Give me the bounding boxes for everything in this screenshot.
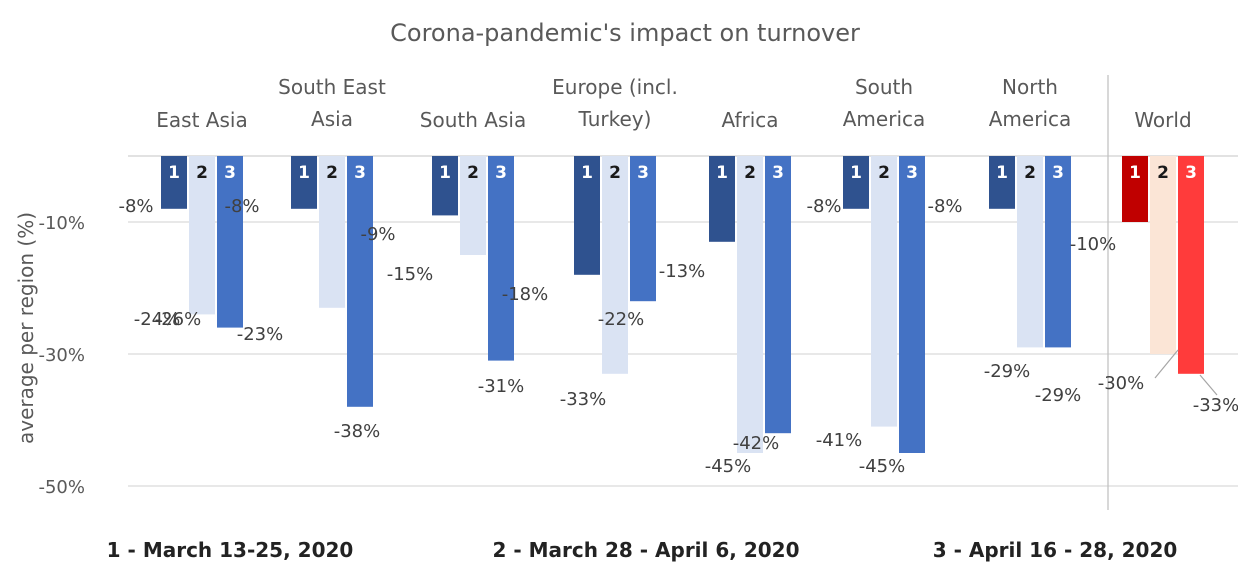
- data-label: -31%: [478, 376, 525, 397]
- bar: [161, 156, 187, 209]
- data-label: -8%: [224, 196, 259, 217]
- legend-entry: 1 - March 13-25, 2020: [107, 538, 354, 562]
- data-label: -22%: [598, 309, 645, 330]
- data-label: -8%: [806, 196, 841, 217]
- bar-number-label: 2: [609, 163, 621, 183]
- data-label: -30%: [1098, 373, 1145, 394]
- bar-number-label: 3: [1052, 163, 1064, 183]
- bar: [765, 156, 791, 434]
- chart-title: Corona-pandemic's impact on turnover: [390, 19, 860, 47]
- bar-number-label: 2: [1157, 163, 1169, 183]
- bar: [488, 156, 514, 361]
- data-label: -23%: [237, 324, 284, 345]
- bar-number-label: 3: [495, 163, 507, 183]
- category-label: World: [1134, 108, 1191, 132]
- bar-number-label: 1: [850, 163, 862, 183]
- bar-number-label: 3: [906, 163, 918, 183]
- category-labels: East Asia South East Asia South Asia Europe …: [156, 75, 1191, 132]
- category-label: North: [1002, 75, 1058, 99]
- leader-line: [1154, 349, 1179, 379]
- data-label: -42%: [733, 433, 780, 454]
- bar-number-label: 1: [439, 163, 451, 183]
- data-label: -10%: [1070, 234, 1117, 255]
- legend-entry: 3 - April 16 - 28, 2020: [933, 538, 1178, 562]
- data-label: -8%: [118, 196, 153, 217]
- bar: [1150, 156, 1176, 354]
- bar: [432, 156, 458, 216]
- bar-number-label: 3: [354, 163, 366, 183]
- bar-number-label: 1: [581, 163, 593, 183]
- bar: [460, 156, 486, 255]
- bar: [871, 156, 897, 427]
- bar-number-label: 1: [716, 163, 728, 183]
- data-label: -26%: [155, 309, 202, 330]
- bar-number-label: 3: [224, 163, 236, 183]
- bar-number-label: 1: [168, 163, 180, 183]
- legend: 1 - March 13-25, 2020 2 - March 28 - Apri…: [107, 538, 1178, 562]
- data-label: -13%: [659, 261, 706, 282]
- bar: [291, 156, 317, 209]
- bars: 1 1 1 1 1 1 1 12 2 2 2 2 2 2 23 3 3 3 3 3 3 3: [161, 156, 1204, 453]
- bar: [217, 156, 243, 328]
- bar-number-label: 1: [298, 163, 310, 183]
- bar: [574, 156, 600, 275]
- bar: [709, 156, 735, 242]
- leader-line: [1199, 374, 1218, 396]
- bar: [630, 156, 656, 302]
- bar: [843, 156, 869, 209]
- bar-number-label: 2: [744, 163, 756, 183]
- data-label: -15%: [387, 264, 434, 285]
- data-label: -29%: [984, 361, 1031, 382]
- y-axis-label: average per region (%): [14, 212, 38, 444]
- category-label: South: [855, 75, 913, 99]
- bar-number-label: 2: [196, 163, 208, 183]
- bar: [737, 156, 763, 453]
- bar-number-label: 3: [637, 163, 649, 183]
- bar: [347, 156, 373, 407]
- data-label: -38%: [334, 421, 381, 442]
- category-label: America: [843, 107, 926, 131]
- bar: [989, 156, 1015, 209]
- bar-number-label: 2: [1024, 163, 1036, 183]
- bar: [1045, 156, 1071, 348]
- bar: [319, 156, 345, 308]
- data-labels: -8% -8% -9% -18% -13% -8% -8% -10% -24% -23% -15% -…: [118, 196, 1238, 477]
- bar-number-label: 3: [772, 163, 784, 183]
- data-label: -24%: [134, 309, 181, 330]
- bar: [602, 156, 628, 374]
- data-label: -29%: [1035, 385, 1082, 406]
- category-label: South East: [278, 75, 386, 99]
- category-label: Turkey): [578, 107, 652, 131]
- legend-entry: 2 - March 28 - April 6, 2020: [493, 538, 800, 562]
- bar-number-label: 3: [1185, 163, 1197, 183]
- data-label: -33%: [1193, 395, 1238, 416]
- bar: [899, 156, 925, 453]
- category-label: Asia: [311, 107, 353, 131]
- category-label: Africa: [721, 108, 778, 132]
- bar-number-label: 2: [467, 163, 479, 183]
- bar: [1122, 156, 1148, 222]
- bar-number-label: 2: [326, 163, 338, 183]
- data-label: -41%: [816, 430, 863, 451]
- y-tick-label: -10%: [38, 213, 85, 234]
- bar-number-label: 2: [878, 163, 890, 183]
- data-label: -45%: [859, 456, 906, 477]
- category-label: East Asia: [156, 108, 247, 132]
- y-tick-label: -50%: [38, 477, 85, 498]
- bar: [1017, 156, 1043, 348]
- bar: [1178, 156, 1204, 374]
- data-label: -18%: [502, 284, 549, 305]
- data-label: -9%: [360, 224, 395, 245]
- bar: [189, 156, 215, 315]
- y-tick-label: -30%: [38, 345, 85, 366]
- category-label: Europe (incl.: [552, 75, 678, 99]
- category-label: South Asia: [420, 108, 526, 132]
- bar-number-label: 1: [1129, 163, 1141, 183]
- data-label: -8%: [927, 196, 962, 217]
- data-label: -33%: [560, 389, 607, 410]
- bar-number-label: 1: [996, 163, 1008, 183]
- category-label: America: [989, 107, 1072, 131]
- data-label: -45%: [705, 456, 752, 477]
